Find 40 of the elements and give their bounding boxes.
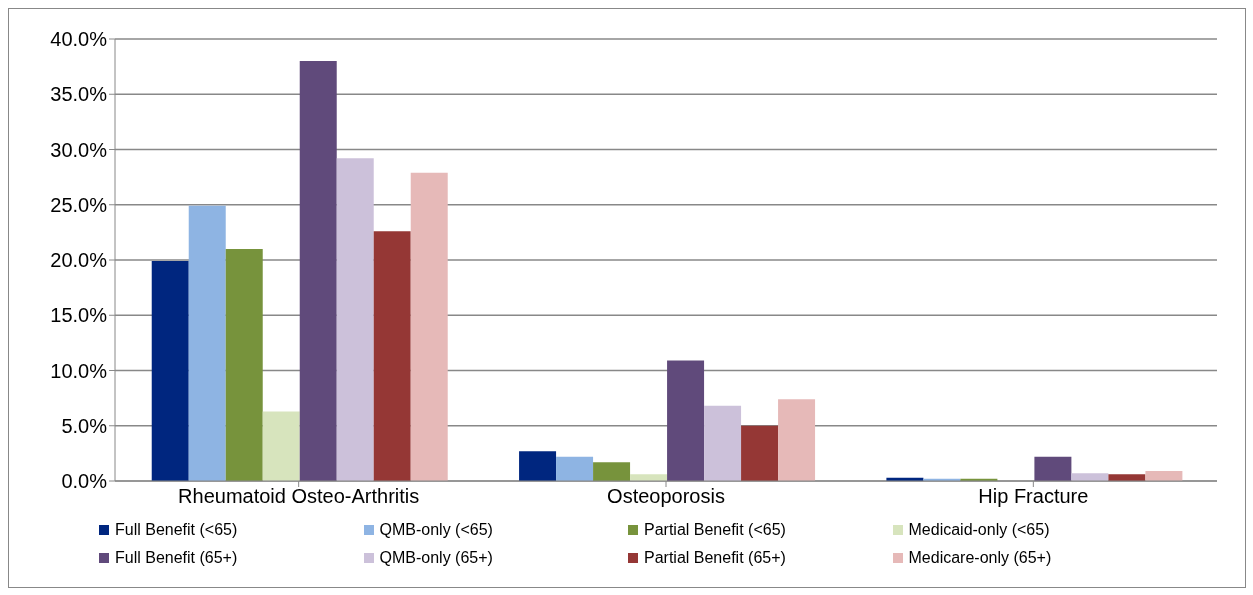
y-tick-label: 25.0% [50,193,108,216]
bar [151,261,189,481]
y-tick-label: 20.0% [50,249,108,272]
bar [410,172,448,481]
bar [188,205,226,481]
bar [593,462,631,481]
bar [778,399,816,481]
y-tick-label: 35.0% [50,83,108,106]
legend-label: QMB-only (65+) [379,549,493,567]
bar [262,411,300,481]
bar [1145,471,1183,481]
bar [630,474,668,481]
y-tick-label: 30.0% [50,138,108,161]
bar [704,405,742,481]
y-tick-label: 40.0% [50,28,108,51]
bar [373,231,411,481]
legend-label: Full Benefit (65+) [115,549,238,567]
legend-label: Partial Benefit (65+) [644,549,786,567]
bar [336,158,374,481]
bar [1071,473,1109,481]
legend-label: Partial Benefit (<65) [644,521,786,539]
bar [741,425,779,481]
bar [299,61,337,481]
y-tick-label: 10.0% [50,359,108,382]
x-tick-label: Osteoporosis [607,485,725,508]
x-tick-label: Hip Fracture [978,485,1089,508]
legend-label: QMB-only (<65) [379,521,493,539]
y-tick-label: 15.0% [50,304,108,327]
bar [1034,456,1072,481]
bar [225,248,263,481]
legend-label: Medicaid-only (<65) [908,521,1050,539]
bar [556,456,594,481]
bar [1108,474,1146,481]
bar [519,451,557,481]
legend-label: Medicare-only (65+) [908,549,1052,567]
legend-label: Full Benefit (<65) [115,521,238,539]
y-tick-label: 5.0% [61,414,108,437]
y-tick-label: 0.0% [61,470,108,493]
bar [667,360,705,481]
x-tick-label: Rheumatoid Osteo-Arthritis [178,485,420,508]
